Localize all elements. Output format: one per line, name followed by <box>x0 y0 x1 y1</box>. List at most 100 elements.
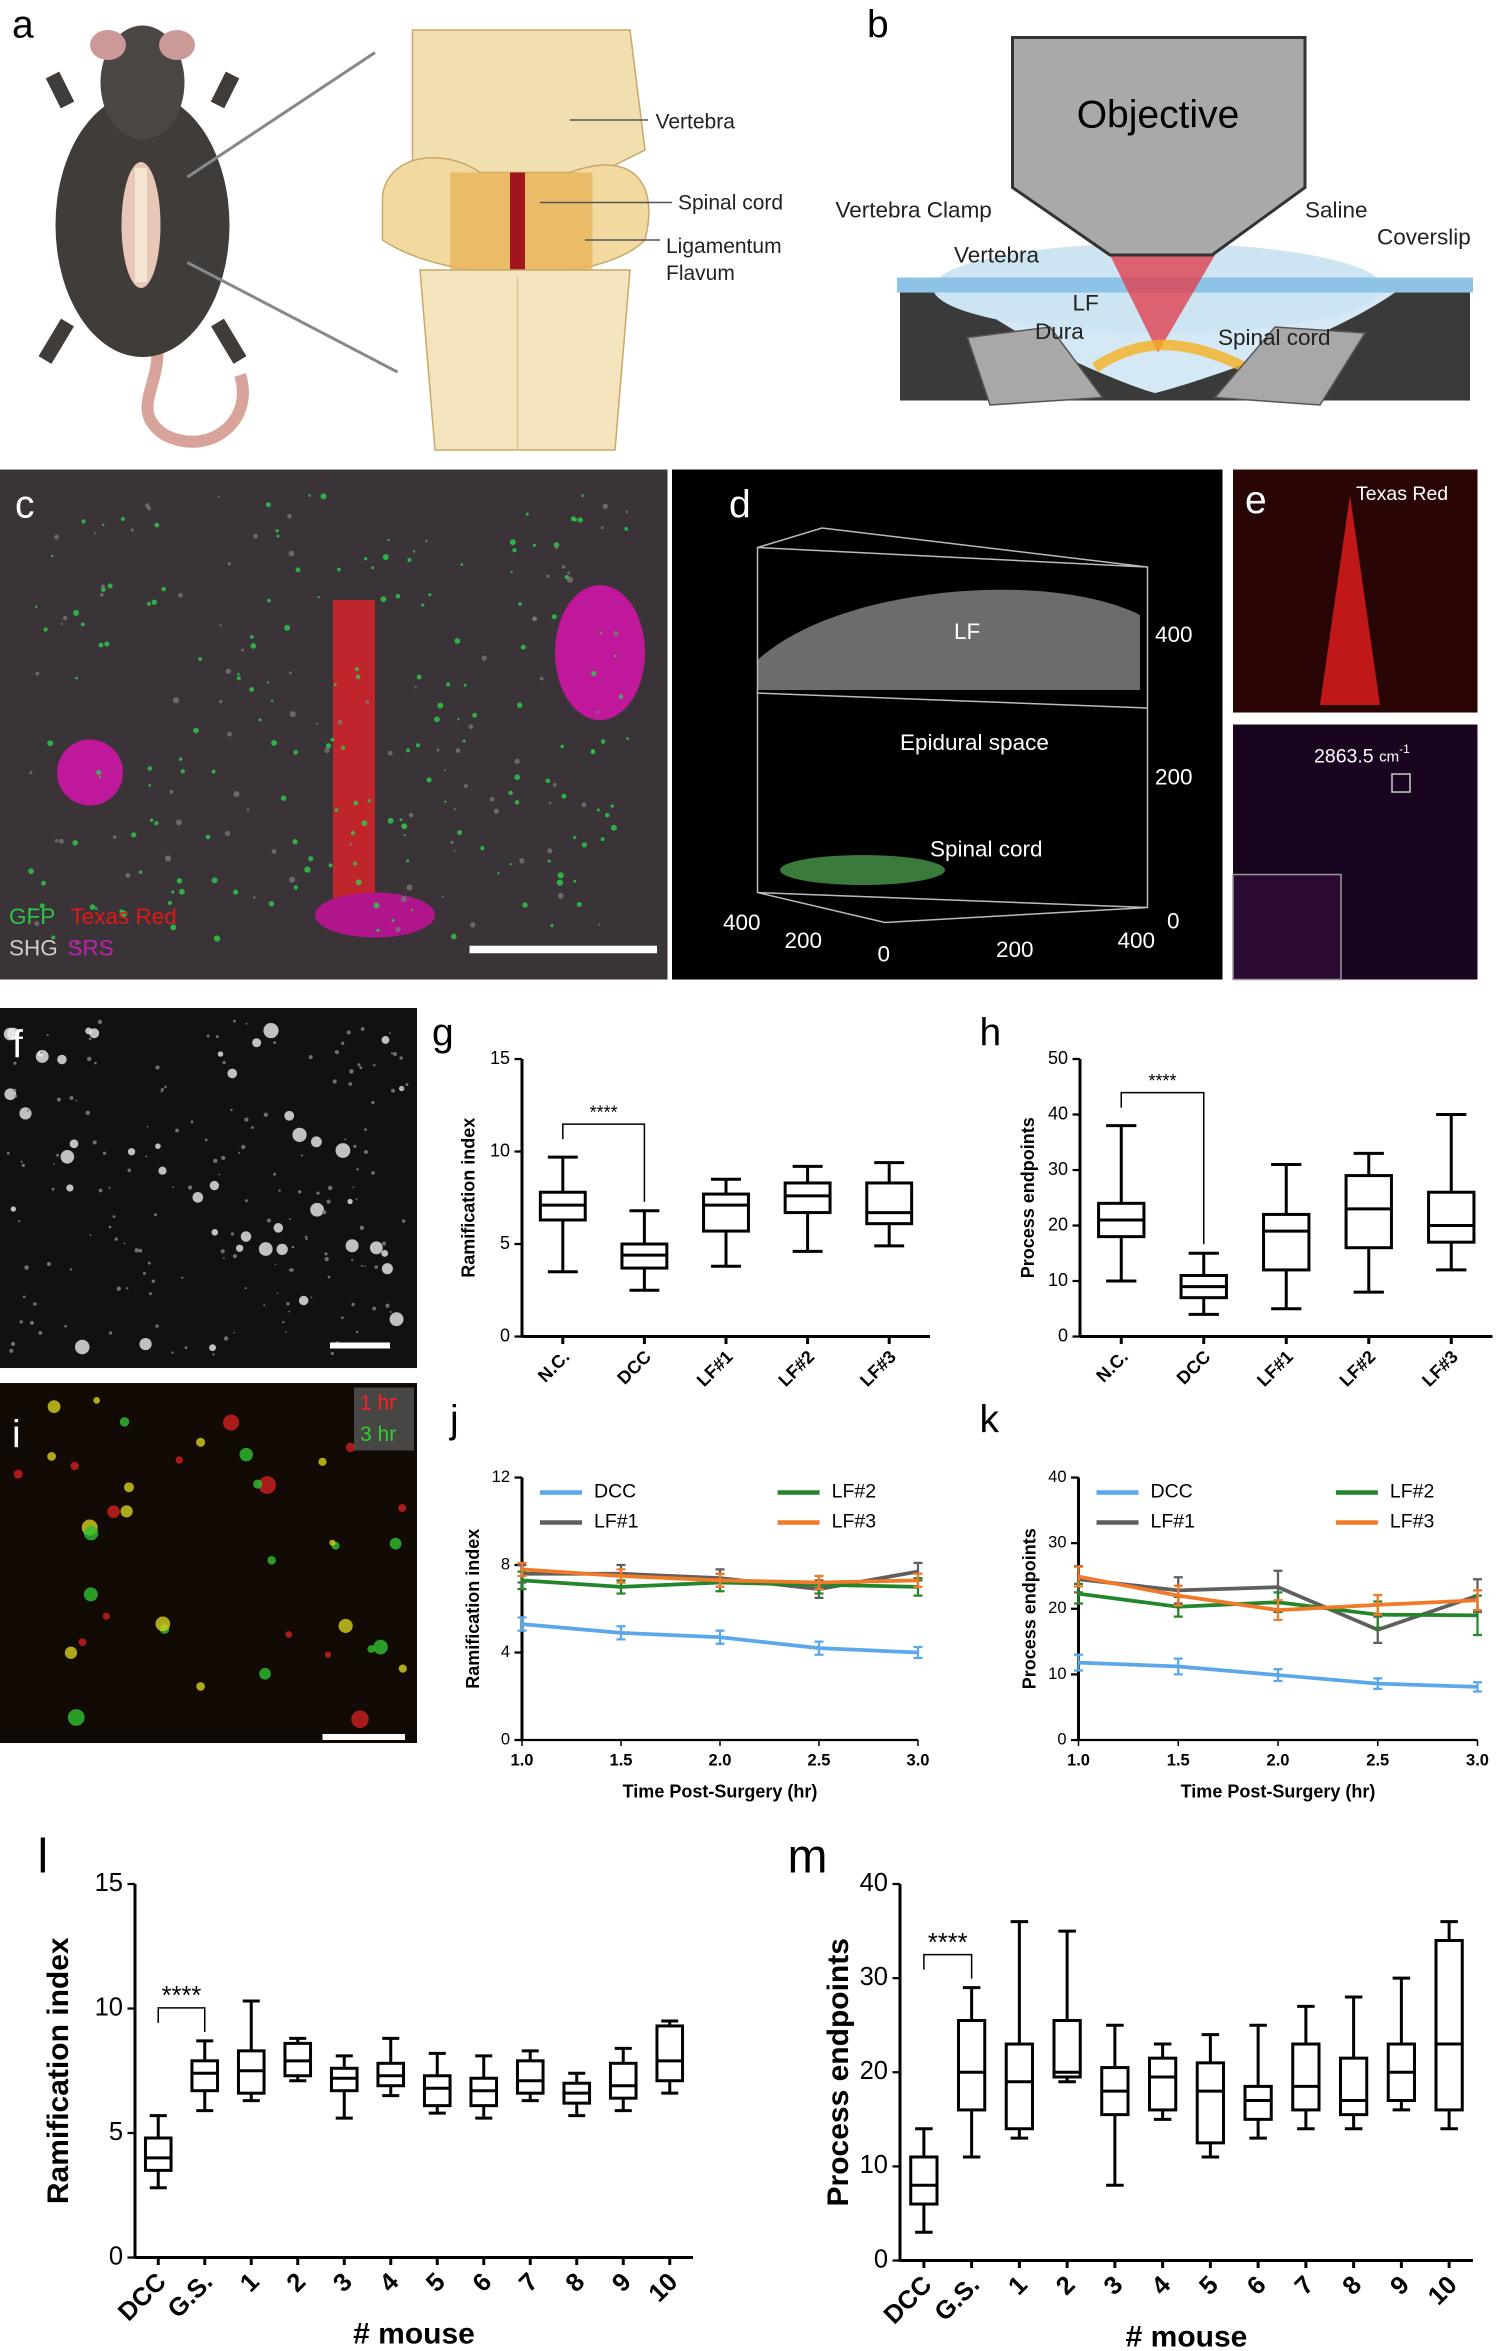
texture-dot <box>532 616 538 622</box>
texture-dot <box>330 1351 335 1356</box>
x-tick-label: 9 <box>1385 2271 1415 2301</box>
panel-label: j <box>449 1398 459 1441</box>
texture-dot <box>349 843 353 846</box>
texture-dot <box>179 888 185 895</box>
texture-dot <box>238 1151 241 1154</box>
texture-dot <box>263 1304 266 1307</box>
texture-dot <box>10 1341 16 1347</box>
texture-dot <box>293 885 299 890</box>
x-tick-label: LF#1 <box>693 1347 737 1391</box>
image-i <box>0 1383 417 1744</box>
texture-dot <box>213 1158 218 1164</box>
x-tick-label: 1.0 <box>1067 1751 1090 1769</box>
chart: 0 4 8 12 Ramification index 1.0 1.5 2.0 2.5 3.0 Ti… <box>463 1468 930 1801</box>
box <box>909 2155 939 2206</box>
texture-dot <box>514 800 520 805</box>
error-bar <box>616 1568 626 1584</box>
texture-dot <box>26 1109 30 1113</box>
texture-dot <box>274 1263 277 1266</box>
texture-dot <box>516 702 523 708</box>
texture-dot <box>382 1241 387 1246</box>
texture-dot <box>347 1198 353 1205</box>
texture-dot <box>46 1262 51 1267</box>
texture-dot <box>13 1061 17 1065</box>
texture-dot <box>147 1261 151 1265</box>
texture-dot <box>6 1151 10 1155</box>
x-tick-label: 5 <box>1194 2271 1224 2301</box>
texture-dot <box>184 1346 188 1350</box>
texture-dot <box>400 896 407 903</box>
y-tick-label: 8 <box>501 1555 510 1573</box>
significance-label: **** <box>162 1982 202 2010</box>
texture-dot <box>450 933 457 940</box>
texture-dot <box>284 1110 295 1121</box>
error-bar <box>1173 1657 1183 1676</box>
texture-dot <box>101 523 105 527</box>
texture-dot <box>557 872 564 879</box>
texture-dot <box>267 598 271 603</box>
texture-dot <box>245 1199 248 1203</box>
texture-dot <box>107 1505 120 1518</box>
y-tick-label: 40 <box>1048 1103 1068 1123</box>
texture-dot <box>60 1150 75 1164</box>
texture-dot <box>556 879 564 886</box>
texture-dot <box>147 766 153 771</box>
y-tick-label: 10 <box>95 1993 123 2021</box>
texture-dot <box>385 1303 390 1308</box>
error-bar <box>913 1572 923 1589</box>
texture-dot <box>51 1187 55 1191</box>
texture-dot <box>114 1237 118 1241</box>
panel-label: b <box>867 3 889 46</box>
texture-dot <box>401 1087 404 1090</box>
texture-dot <box>289 1267 294 1272</box>
texture-dot <box>241 648 245 652</box>
texture-dot <box>29 1320 34 1325</box>
texture-dot <box>324 1256 329 1262</box>
texture-dot <box>310 1202 324 1217</box>
texture-dot <box>304 1235 308 1239</box>
texture-dot <box>360 1027 365 1031</box>
texture-dot <box>212 1353 215 1356</box>
panel-label: a <box>12 3 34 46</box>
texture-dot <box>481 655 487 661</box>
texture-dot <box>610 804 614 808</box>
texture-dot <box>550 923 554 928</box>
texture-dot <box>148 784 152 787</box>
texture-dot <box>560 744 564 749</box>
texture-dot <box>359 1066 363 1070</box>
texture-dot <box>548 801 552 805</box>
texture-dot <box>581 494 584 497</box>
texture-dot <box>12 1088 17 1093</box>
texture-dot <box>437 702 444 709</box>
texture-dot <box>75 676 79 680</box>
x-axis-label: # mouse <box>353 2317 475 2350</box>
texture-dot <box>285 1631 293 1638</box>
texture-dot <box>193 727 199 734</box>
texture-dot <box>161 586 166 592</box>
y-axis-label: Process endpoints <box>1019 1528 1039 1689</box>
texture-dot <box>53 1162 55 1165</box>
texture-dot <box>220 1249 225 1254</box>
y-tick-label: 0 <box>500 1325 510 1345</box>
texture-dot <box>426 777 432 783</box>
label: Vertebra <box>954 242 1040 267</box>
texture-dot <box>463 683 467 687</box>
image-d <box>672 469 1223 980</box>
texture-dot <box>249 635 254 639</box>
tick-label: 400 <box>1155 622 1193 647</box>
box <box>1004 2042 1035 2131</box>
texture-dot <box>89 1028 100 1039</box>
texture-dot <box>454 638 461 644</box>
texture-dot <box>276 1243 288 1256</box>
setup-diagram <box>897 36 1473 406</box>
texture-dot <box>73 609 80 616</box>
y-tick-label: 0 <box>501 1730 510 1748</box>
texture-dot <box>389 1312 404 1327</box>
error-bar <box>1273 1599 1283 1622</box>
texture-dot <box>43 627 48 632</box>
texture-dot <box>354 667 359 672</box>
texture-dot <box>172 1186 175 1188</box>
texture-dot <box>434 716 440 723</box>
texture-dot <box>590 749 596 755</box>
tick-label: 400 <box>723 910 761 935</box>
